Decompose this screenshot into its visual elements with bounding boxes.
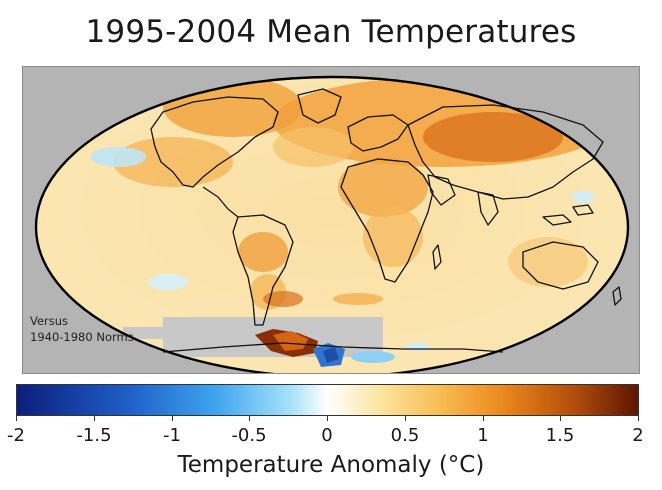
colorbar-tick-label: -0.5 <box>231 425 267 446</box>
map-svg <box>34 75 630 373</box>
temperature-map: Versus 1940-1980 Norms <box>22 66 640 374</box>
colorbar-tick <box>16 416 17 421</box>
colorbar-tick <box>327 416 328 421</box>
colorbar-tick <box>172 416 173 421</box>
norms-note-line1: Versus <box>30 314 69 328</box>
colorbar-tick-label: 0.5 <box>390 425 420 446</box>
colorbar <box>16 384 639 416</box>
colorbar-tick <box>94 416 95 421</box>
colorbar-tick-label: 0 <box>321 425 333 446</box>
colorbar-tick-label: 2 <box>632 425 644 446</box>
colorbar-ticks <box>16 416 639 422</box>
colorbar-tick <box>638 416 639 421</box>
colorbar-tick-label: 1 <box>477 425 489 446</box>
anomaly-field <box>90 77 613 367</box>
colorbar-tick <box>560 416 561 421</box>
map-title: 1995-2004 Mean Temperatures <box>85 14 577 50</box>
colorbar-tick-label: -1.5 <box>76 425 112 446</box>
colorbar-tick-label: -1 <box>163 425 181 446</box>
globe-outline <box>34 75 630 373</box>
coastlines <box>150 88 622 353</box>
colorbar-label: Temperature Anomaly (°C) <box>177 452 485 478</box>
colorbar-tick <box>405 416 406 421</box>
norms-note-line2: 1940-1980 Norms <box>30 330 134 344</box>
colorbar-tick <box>483 416 484 421</box>
colorbar-tick <box>249 416 250 421</box>
colorbar-tick-label: 1.5 <box>545 425 575 446</box>
colorbar-tick-label: -2 <box>7 425 25 446</box>
